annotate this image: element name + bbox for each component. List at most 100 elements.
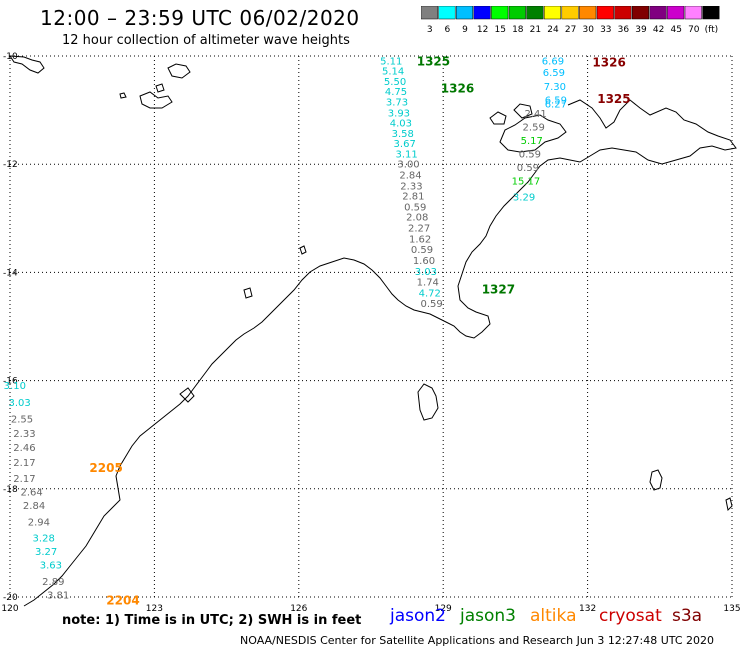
wave-height-reading: 4.03	[390, 119, 412, 130]
scale-swatch	[667, 6, 685, 20]
scale-swatch	[649, 6, 667, 20]
scale-tick-label: 18	[512, 25, 524, 35]
wave-height-reading: 2.81	[402, 192, 424, 203]
pass-time-label: 1325	[417, 54, 450, 68]
coastline	[9, 55, 737, 607]
scale-swatch	[421, 6, 438, 20]
scale-swatch	[491, 6, 509, 20]
wave-height-reading: 2.84	[23, 501, 45, 512]
wave-height-reading: 2.89	[42, 577, 64, 588]
lat-tick-label: -10	[3, 52, 18, 62]
wave-height-reading: 5.11	[380, 56, 402, 67]
scale-swatch	[684, 6, 702, 20]
pass-time-label: 1325	[597, 92, 630, 106]
lat-tick-label: -16	[3, 377, 18, 387]
pass-time-label: 1326	[441, 81, 474, 95]
wave-height-reading: 3.11	[395, 149, 417, 160]
wave-height-reading: 2.94	[28, 517, 50, 528]
scale-swatch	[526, 6, 544, 20]
wave-height-reading: 2.84	[399, 170, 421, 181]
coastline-bathurst-island	[489, 111, 507, 125]
scale-swatch	[702, 6, 720, 20]
pass-time-label: 1326	[592, 55, 625, 69]
lon-tick-label: 135	[723, 604, 740, 614]
wave-height-reading: 2.17	[13, 458, 35, 469]
lat-lon-grid	[9, 55, 733, 598]
wave-height-reading: 2.27	[408, 223, 430, 234]
wave-height-reading: 2.55	[11, 414, 33, 425]
legend-item: altika	[530, 606, 577, 626]
legend-item: cryosat	[599, 606, 662, 626]
legend-item: s3a	[672, 606, 703, 626]
coastline-islet	[725, 497, 733, 512]
coastline-islet-3	[179, 387, 195, 403]
scale-swatch	[561, 6, 579, 20]
scale-tick-label: 30	[582, 25, 594, 35]
wave-height-reading: 3.73	[386, 97, 408, 108]
scale-swatch	[438, 6, 456, 20]
wave-height-reading: 5.50	[384, 77, 406, 88]
scale-tick-label: 39	[635, 25, 647, 35]
scale-tick-label: 42	[653, 25, 664, 35]
pass-time-label: 1327	[482, 283, 515, 297]
credit-line: NOAA/NESDIS Center for Satellite Applica…	[240, 634, 715, 647]
wave-height-reading: 1.74	[417, 278, 439, 289]
wave-height-reading: 3.00	[397, 160, 419, 171]
wave-height-reading: 3.58	[392, 129, 414, 140]
wave-height-reading: 0.59	[411, 245, 433, 256]
altimeter-readings: 5.115.145.504.753.733.934.033.583.673.11…	[4, 56, 567, 601]
page-title: 12:00 – 23:59 UTC 06/02/2020	[40, 6, 360, 30]
legend-item: jason3	[460, 606, 516, 626]
scale-swatch	[596, 6, 614, 20]
coastline-tiwi-islands	[499, 114, 567, 153]
wave-height-reading: 2.33	[400, 181, 422, 192]
legend-item: jason2	[390, 606, 446, 626]
wave-height-reading: 3.28	[33, 533, 55, 544]
wave-height-reading: 3.03	[415, 267, 437, 278]
lat-tick-label: -14	[3, 268, 18, 278]
wave-height-reading: 2.33	[13, 429, 35, 440]
scale-swatch	[579, 6, 597, 20]
pass-time-labels: 1325 1326 1326 1325 1327 2205 2204	[89, 54, 630, 607]
coastline-melville-island	[513, 103, 533, 119]
wave-height-reading: 0.59	[404, 202, 426, 213]
wave-height-reading: 1.62	[409, 234, 431, 245]
footnote: note: 1) Time is in UTC; 2) SWH is in fe…	[62, 613, 362, 628]
scale-tick-label: 27	[565, 25, 576, 35]
coastline-small-cay	[649, 469, 663, 491]
wave-height-reading: 3.67	[394, 139, 416, 150]
lat-tick-label: -20	[3, 593, 18, 603]
lat-tick-label: -12	[3, 160, 18, 170]
wave-height-reading: 3.10	[4, 381, 26, 392]
pass-time-label: 2204	[106, 594, 139, 608]
wave-height-reading: 2.17	[13, 474, 35, 485]
scale-tick-label: 33	[600, 25, 611, 35]
coastline-sawu-island	[139, 91, 173, 109]
scale-swatch	[614, 6, 632, 20]
wave-height-reading: 0.59	[517, 163, 539, 174]
scale-swatch	[473, 6, 491, 20]
wave-height-reading: 6.59	[543, 68, 565, 79]
scale-tick-label: 24	[547, 25, 559, 35]
wave-height-reading: 7.30	[544, 82, 566, 93]
wave-height-reading: 3.63	[40, 561, 62, 572]
lon-tick-label: 120	[1, 604, 18, 614]
wave-height-reading: 2.46	[13, 443, 35, 454]
lat-tick-label: -18	[3, 485, 18, 495]
wave-height-reading: 3.27	[35, 547, 57, 558]
scale-swatch	[455, 6, 474, 20]
lon-tick-label: 132	[579, 604, 596, 614]
wave-height-reading: 15.17	[512, 176, 541, 187]
wave-height-reading: 3.29	[513, 193, 535, 204]
wave-height-color-scale: 3 6 9 12 15 18 21 24 27 30 33 36 39 42 45 70 (ft)	[421, 6, 720, 35]
wave-height-reading: 2.08	[406, 213, 428, 224]
wave-height-reading: 1.60	[413, 256, 435, 267]
wave-height-reading: 2.64	[21, 488, 43, 499]
scale-tick-label: 45	[670, 25, 681, 35]
wave-height-reading: 0.59	[421, 299, 443, 310]
scale-unit-label: (ft)	[705, 25, 719, 35]
wave-height-reading: 0.59	[519, 149, 541, 160]
coastline-timor	[9, 55, 45, 74]
wave-height-reading: 4.75	[385, 87, 407, 98]
